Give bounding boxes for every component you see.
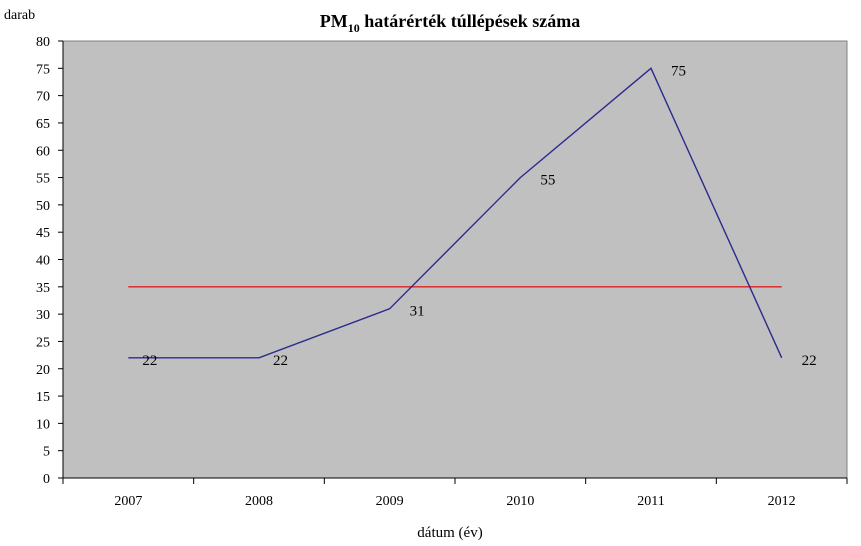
x-tick-label: 2009 [376,494,404,509]
y-tick-label: 50 [36,199,50,214]
y-tick-label: 65 [36,117,50,132]
x-tick-label: 2007 [114,494,142,509]
y-tick-label: 55 [36,172,50,187]
x-tick-label: 2008 [245,494,273,509]
y-tick-label: 80 [36,35,50,50]
data-label: 55 [540,173,555,189]
y-tick-label: 40 [36,254,50,269]
plot-area [62,40,848,479]
data-label: 22 [273,353,288,369]
y-tick-label: 75 [36,62,50,77]
data-label: 22 [142,353,157,369]
series-line-exceedances [128,67,783,359]
y-tick-label: 15 [36,390,50,405]
y-tick-label: 20 [36,363,50,378]
y-tick-label: 25 [36,335,50,350]
y-tick-label: 30 [36,308,50,323]
y-tick-label: 5 [43,445,50,460]
y-axis-label: darab [4,8,35,23]
y-tick-label: 60 [36,144,50,159]
y-tick-label: 0 [43,472,50,487]
y-tick-label: 10 [36,417,50,432]
x-axis-label: dátum (év) [417,525,482,541]
data-label: 31 [410,304,425,320]
y-tick-label: 45 [36,226,50,241]
x-tick-label: 2012 [768,494,796,509]
y-tick-label: 35 [36,281,50,296]
chart-title: PM10 határérték túllépések száma [320,11,580,35]
data-label: 75 [671,63,686,79]
data-label: 22 [802,353,817,369]
x-tick-label: 2011 [637,494,664,509]
y-tick-label: 70 [36,90,50,105]
x-tick-label: 2010 [506,494,534,509]
